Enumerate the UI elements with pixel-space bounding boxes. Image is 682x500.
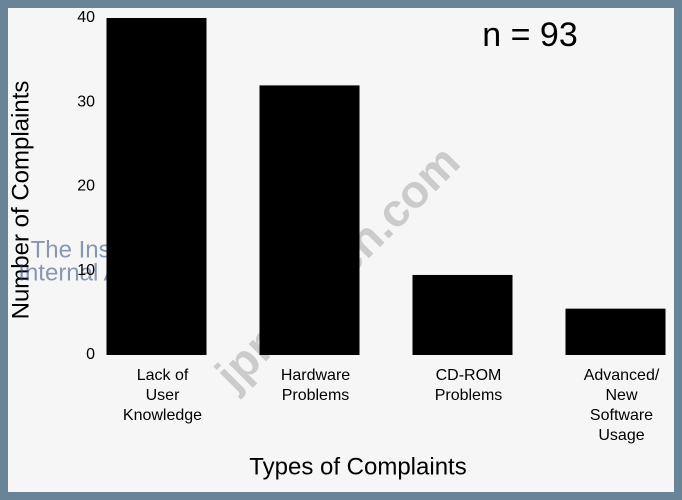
y-axis-label: Number of Complaints	[7, 81, 34, 320]
bar	[106, 18, 207, 355]
x-tick-label: Problems	[282, 387, 350, 404]
bar	[259, 85, 360, 356]
y-tick-label: 20	[77, 178, 95, 195]
x-tick-label: Hardware	[281, 367, 350, 384]
y-tick-label: 0	[86, 346, 95, 363]
bar	[412, 274, 513, 355]
x-tick-label: Knowledge	[123, 407, 202, 424]
x-tick-label: Lack of	[137, 367, 189, 384]
x-tick-label: Problems	[435, 387, 503, 404]
annotation: n = 93	[482, 16, 577, 54]
bar	[565, 308, 666, 355]
y-tick-label: 30	[77, 93, 95, 110]
x-tick-label: Advanced/	[584, 367, 660, 384]
x-tick-label: New	[605, 387, 637, 404]
y-tick-label: 40	[77, 9, 95, 26]
x-tick-label: Software	[590, 407, 653, 424]
x-axis-label: Types of Complaints	[249, 453, 466, 480]
y-tick-label: 10	[77, 262, 95, 279]
x-tick-label: CD-ROM	[436, 367, 502, 384]
x-tick-label: User	[146, 387, 180, 404]
x-tick-label: Usage	[598, 427, 644, 444]
